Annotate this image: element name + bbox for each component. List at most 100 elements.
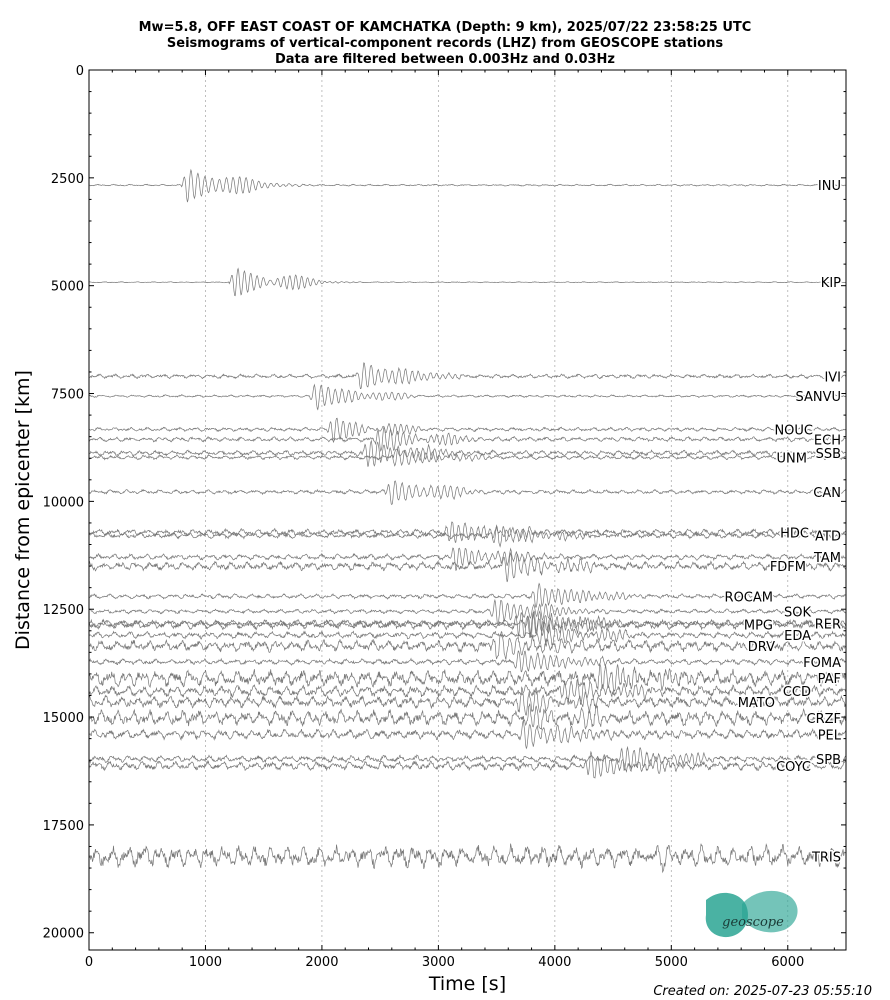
station-label-halo: INU [818,179,841,194]
station-label-halo: DRV [748,640,775,655]
trace-can [88,480,846,506]
trace-atd [88,524,847,548]
station-label-crzf: CRZF [807,712,842,727]
y-tick-label: 12500 [43,603,84,618]
station-label-halo: COYC [776,760,811,775]
chart-title-line-2: Seismograms of vertical-component record… [167,36,723,51]
y-tick-label: 2500 [51,172,84,187]
station-label-sok: SOK [784,605,811,620]
creation-timestamp: Created on: 2025-07-23 05:55:10 [653,984,872,999]
station-label-tam: TAM [813,551,841,566]
station-label-halo: CAN [813,486,841,501]
station-label-halo: SOK [784,605,811,620]
x-tick-label: 1000 [189,955,222,970]
x-axis-label: Time [s] [428,973,506,995]
y-tick-label: 15000 [43,711,84,726]
trace-ssb [88,439,846,467]
trace-rer [88,610,847,638]
trace-coyc [88,750,847,779]
station-label-halo: MATO [738,696,775,711]
trace-sanvu [88,383,847,411]
station-label-atd: ATD [815,529,841,544]
x-tick-label: 2000 [305,955,338,970]
chart-title-group: Mw=5.8, OFF EAST COAST OF KAMCHATKA (Dep… [139,20,752,67]
station-label-halo: CRZF [807,712,842,727]
trace-ccd [88,678,847,705]
station-label-unm: UNM [777,451,807,466]
axis-ticks: 0 1000 2000 3000 4000 5000 6000 0 2500 5000 7500 10… [43,64,846,970]
station-label-ssb: SSB [816,447,841,462]
station-label-ivi: IVI [824,370,841,385]
station-label-tris: TRIS [811,850,841,865]
station-label-halo: SSB [816,447,841,462]
trace-crzf [88,703,847,731]
y-tick-label: 5000 [51,280,84,295]
y-axis-label: Distance from epicenter [km] [12,370,34,650]
station-label-halo: FOMA [803,656,841,671]
station-label-ccd: CCD [783,685,811,700]
station-label-halo: SANVU [795,390,841,405]
station-label-mpg: MPG [744,619,773,634]
x-tick-label: 3000 [422,955,455,970]
station-label-halo: UNM [777,451,807,466]
x-tick-label: 4000 [538,955,571,970]
station-label-halo: SPB [816,753,841,768]
station-label-can: CAN [813,486,841,501]
trace-eda [88,619,847,647]
station-label-halo: ATD [815,529,841,544]
y-tick-label: 7500 [51,388,84,403]
trace-paf [88,663,847,694]
station-label-halo: TRIS [811,850,841,865]
y-tick-label: 17500 [43,819,84,834]
trace-nouc [88,417,847,444]
y-tick-label: 20000 [43,927,84,942]
logo-wing-left [705,892,748,938]
station-label-halo: RER [815,617,841,632]
station-label-kip: KIP [821,276,841,291]
station-label-paf: PAF [818,672,841,687]
station-label-fdfm: FDFM [770,560,806,575]
trace-tam [88,547,847,572]
station-label-halo: ROCAM [725,590,773,605]
station-label-spb: SPB [816,753,841,768]
x-tick-label: 6000 [771,955,804,970]
station-labels: INUINUKIPKIPIVIIVISANVUSANVUNOUCNOUCECHE… [723,178,843,867]
station-label-halo: TAM [813,551,841,566]
station-label-coyc: COYC [776,760,811,775]
trace-fdfm [88,551,847,583]
y-tick-label: 10000 [43,495,84,510]
station-label-halo: CCD [783,685,811,700]
trace-sok [88,598,847,626]
plot-frame [88,69,847,951]
station-label-halo: MPG [744,619,773,634]
x-tick-label: 0 [85,955,93,970]
trace-unm [88,445,847,467]
x-tick-label: 5000 [655,955,688,970]
chart-title-line-3: Data are filtered between 0.003Hz and 0.… [275,52,615,67]
station-label-mato: MATO [738,696,775,711]
trace-pel [88,720,847,750]
trace-ech [88,426,846,452]
station-label-drv: DRV [748,640,775,655]
trace-rocam [88,582,847,608]
station-label-halo: KIP [821,276,841,291]
trace-drv [88,631,847,660]
station-label-rocam: ROCAM [725,590,773,605]
geoscope-logo: geoscope [705,890,798,938]
station-label-halo: ECH [814,433,841,448]
gridlines [205,70,789,950]
seismogram-traces [88,168,847,874]
station-label-sanvu: SANVU [795,390,841,405]
station-label-halo: PAF [818,672,841,687]
y-tick-label: 0 [76,64,84,79]
trace-ivi [88,362,847,390]
trace-inu [88,168,847,203]
station-label-hdc: HDC [780,526,809,541]
trace-tris [89,843,847,874]
station-label-eda: EDA [784,629,811,644]
station-label-inu: INU [818,179,841,194]
station-label-halo: EDA [784,629,811,644]
station-label-nouc: NOUC [774,423,813,438]
trace-foma [88,650,847,673]
